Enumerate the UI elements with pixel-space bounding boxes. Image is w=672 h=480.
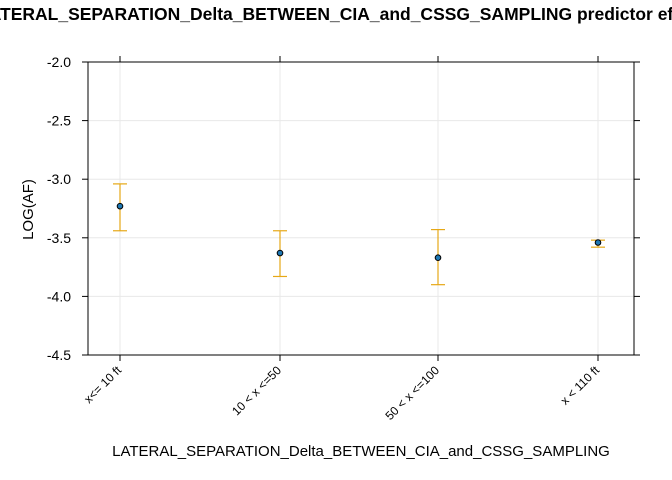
plot-frame xyxy=(87,61,635,356)
y-tick-label: -3.0 xyxy=(47,171,71,187)
x-tick-label: 50 < x <=100 xyxy=(382,363,442,423)
data-point xyxy=(116,202,124,210)
data-marks xyxy=(113,183,605,286)
data-point xyxy=(276,249,284,257)
x-tick-label: x < 110 ft xyxy=(558,363,603,408)
y-tick-label: -4.0 xyxy=(47,288,71,304)
y-axis-label: LOG(AF) xyxy=(20,179,37,240)
data-point xyxy=(434,254,442,262)
chart-title-text: LATERAL_SEPARATION_Delta_BETWEEN_CIA_and… xyxy=(0,4,672,24)
y-tick-label: -2.5 xyxy=(47,113,71,129)
axes: -2.0 -2.5 -3.0 -3.5 -4.0 -4.5 x<= 10 ft 10 < x … xyxy=(47,54,640,423)
chart-title: LATERAL_SEPARATION_Delta_BETWEEN_CIA_and… xyxy=(0,4,672,30)
x-tick-label: x<= 10 ft xyxy=(81,363,124,406)
data-point xyxy=(594,239,602,246)
x-tick-label: 10 < x <=50 xyxy=(229,363,284,418)
grid-lines xyxy=(88,61,634,356)
y-tick-label: -3.5 xyxy=(47,230,71,246)
x-axis-label: LATERAL_SEPARATION_Delta_BETWEEN_CIA_and… xyxy=(112,443,610,460)
y-tick-label: -4.5 xyxy=(47,347,71,363)
y-tick-label: -2.0 xyxy=(47,54,71,70)
